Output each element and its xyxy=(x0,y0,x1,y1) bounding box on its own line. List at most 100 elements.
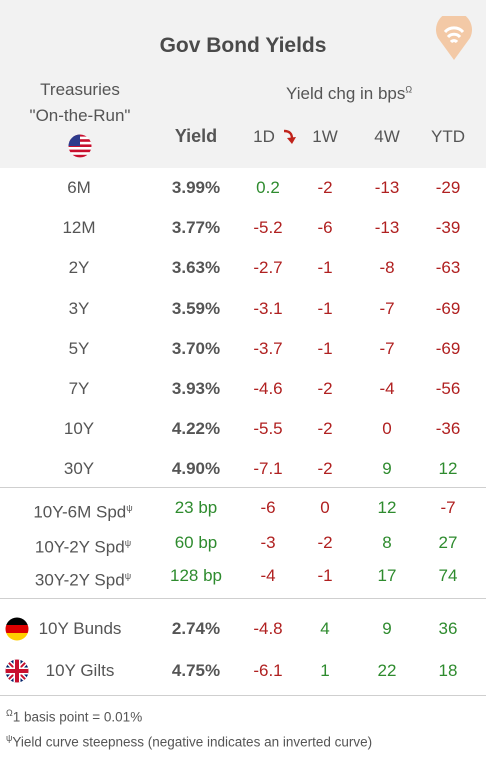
change-1w: -2 xyxy=(317,459,333,479)
change-4w: -13 xyxy=(374,178,400,197)
column-1w[interactable]: 1W xyxy=(312,127,338,146)
change-1d: -4 xyxy=(260,566,276,585)
yield-value: 3.70% xyxy=(171,338,221,358)
change-1d: -3.1 xyxy=(253,298,283,318)
table-row: 10Y Bunds 2.74% -4.8 4 9 36 xyxy=(0,614,486,644)
footnote-basis-point: Ω1 basis point = 0.01% xyxy=(6,708,143,725)
change-ytd: -69 xyxy=(435,338,461,358)
table-row: 2Y 3.63% -2.7 -1 -8 -63 xyxy=(0,253,486,283)
change-1d: -5.5 xyxy=(253,419,283,439)
table-row: 30Y 4.90% -7.1 -2 9 12 xyxy=(0,454,486,484)
divider xyxy=(0,487,486,488)
germany-flag-icon xyxy=(5,617,29,641)
yield-value: 60 bp xyxy=(174,533,218,552)
yield-value: 3.63% xyxy=(171,258,221,278)
change-1w: -2 xyxy=(317,533,333,552)
column-yield[interactable]: Yield xyxy=(174,126,218,146)
row-label: 30Y-2Y Spdψ xyxy=(34,570,132,590)
change-4w: 22 xyxy=(377,661,397,680)
change-ytd: -36 xyxy=(435,419,461,439)
change-ytd: 18 xyxy=(438,661,458,680)
change-1w: 0 xyxy=(320,498,330,517)
table-row: 3Y 3.59% -3.1 -1 -7 -69 xyxy=(0,294,486,324)
yield-value: 4.22% xyxy=(171,419,221,439)
change-4w: -13 xyxy=(374,218,400,238)
change-1w: -2 xyxy=(317,379,333,398)
change-1w: -6 xyxy=(317,218,333,238)
change-1w: 1 xyxy=(320,661,330,680)
yield-value: 3.77% xyxy=(171,218,221,238)
change-ytd: 36 xyxy=(438,619,458,638)
column-4w[interactable]: 4W xyxy=(374,127,400,146)
row-label: 10Y-2Y Spdψ xyxy=(34,537,132,557)
yield-value: 3.59% xyxy=(171,298,221,318)
row-label: 5Y xyxy=(68,338,90,358)
row-label: 6M xyxy=(67,178,91,197)
yield-value: 3.93% xyxy=(171,379,221,398)
table-row: 5Y 3.70% -3.7 -1 -7 -69 xyxy=(0,334,486,364)
change-ytd: 74 xyxy=(438,566,458,585)
change-1d: -4.6 xyxy=(253,379,283,398)
change-1d: -3 xyxy=(260,533,276,552)
yield-change-label: Yield chg in bpsΩ xyxy=(286,84,413,103)
change-4w: 12 xyxy=(377,498,397,517)
yield-value: 128 bp xyxy=(170,566,222,585)
change-4w: -7 xyxy=(379,298,395,318)
treasuries-label: Treasuries xyxy=(40,80,120,99)
change-ytd: -63 xyxy=(435,258,461,278)
yield-value: 2.74% xyxy=(171,619,221,638)
change-ytd: -39 xyxy=(435,218,461,238)
change-1d: -6.1 xyxy=(253,661,283,680)
table-row: 12M 3.77% -5.2 -6 -13 -39 xyxy=(0,213,486,243)
table-row: 10Y Gilts 4.75% -6.1 1 22 18 xyxy=(0,656,486,686)
table-row: 6M 3.99% 0.2 -2 -13 -29 xyxy=(0,173,486,203)
yield-value: 4.75% xyxy=(171,661,221,680)
change-4w: -7 xyxy=(379,338,395,358)
divider xyxy=(0,598,486,599)
column-ytd[interactable]: YTD xyxy=(431,127,465,146)
change-4w: 0 xyxy=(382,419,392,439)
footnote-steepness: ψYield curve steepness (negative indicat… xyxy=(6,733,373,750)
change-1d: -7.1 xyxy=(253,459,283,479)
row-label: 10Y Bunds xyxy=(38,619,122,638)
change-1w: -1 xyxy=(317,566,333,585)
change-ytd: 27 xyxy=(438,533,458,552)
row-label: 10Y xyxy=(63,419,95,439)
change-4w: 8 xyxy=(382,533,392,552)
change-ytd: -7 xyxy=(440,498,456,517)
table-row: 10Y-6M Spdψ 23 bp -6 0 12 -7 xyxy=(0,493,486,523)
page-title: Gov Bond Yields xyxy=(159,34,327,57)
yield-value: 4.90% xyxy=(171,459,221,479)
table-row: 10Y-2Y Spdψ 60 bp -3 -2 8 27 xyxy=(0,528,486,558)
row-label: 10Y-6M Spdψ xyxy=(33,502,133,522)
change-1w: 4 xyxy=(320,619,330,638)
change-1w: -2 xyxy=(317,178,333,197)
row-label: 10Y Gilts xyxy=(45,661,115,680)
table-row: 7Y 3.93% -4.6 -2 -4 -56 xyxy=(0,374,486,404)
change-4w: 17 xyxy=(377,566,397,585)
change-1w: -2 xyxy=(317,419,333,439)
divider xyxy=(0,695,486,696)
change-ytd: -56 xyxy=(435,379,461,398)
column-1d[interactable]: 1D xyxy=(253,127,275,146)
change-1w: -1 xyxy=(317,298,333,318)
change-1d: -3.7 xyxy=(253,338,283,358)
change-1d: -5.2 xyxy=(253,218,283,238)
logo-icon xyxy=(436,16,472,60)
on-the-run-label: "On-the-Run" xyxy=(29,106,131,125)
uk-flag-icon xyxy=(5,659,29,683)
change-4w: 9 xyxy=(382,459,392,479)
row-label: 2Y xyxy=(68,258,90,278)
change-4w: -8 xyxy=(379,258,395,278)
yield-value: 23 bp xyxy=(174,498,218,517)
us-flag-icon xyxy=(68,134,92,158)
change-ytd: -69 xyxy=(435,298,461,318)
table-row: 10Y 4.22% -5.5 -2 0 -36 xyxy=(0,414,486,444)
change-1d: -4.8 xyxy=(253,619,283,638)
change-1w: -1 xyxy=(317,258,333,278)
change-4w: 9 xyxy=(382,619,392,638)
row-label: 12M xyxy=(62,218,96,238)
change-1w: -1 xyxy=(317,338,333,358)
yield-value: 3.99% xyxy=(171,178,221,197)
row-label: 7Y xyxy=(68,379,90,398)
